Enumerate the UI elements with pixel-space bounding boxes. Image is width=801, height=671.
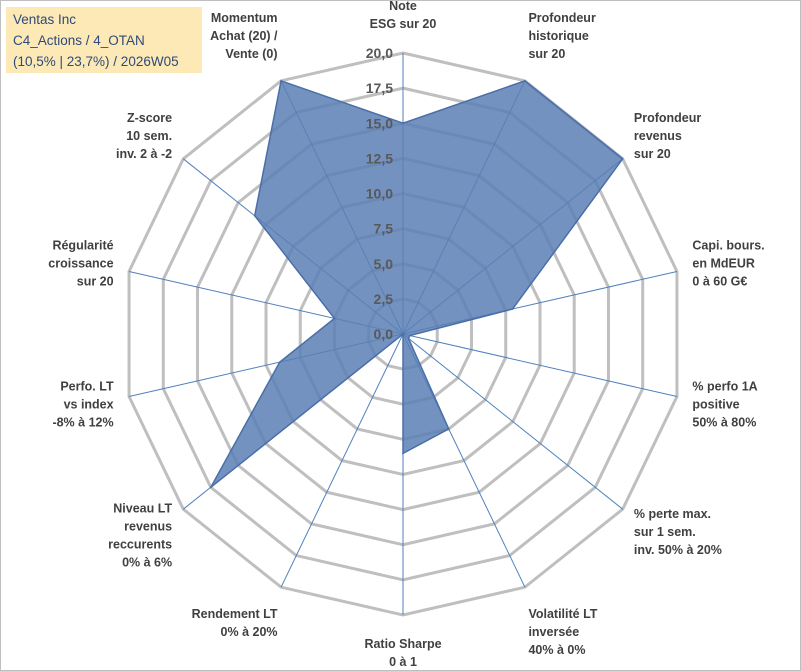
axis-label: Profondeur historique sur 20 [528,11,595,61]
axis-label-line: 50% à 80% [692,416,756,430]
axis-spoke [402,333,678,398]
axis-label-line: 0 à 1 [389,655,417,669]
axis-label-line: ESG sur 20 [370,17,437,31]
tick-label: 20,0 [366,45,393,61]
axis-label-line: % perte max. [634,507,711,521]
company-name: Ventas Inc [13,12,77,27]
axis-label: Ratio Sharpe 0 à 1 [364,637,441,669]
axis-label-line: % perfo 1A [692,380,757,394]
tick-label: 15,0 [366,115,393,131]
axis-label: Profondeur revenus sur 20 [634,111,701,161]
axis-label-line: inv. 50% à 20% [634,543,722,557]
axis-label-line: Niveau LT [113,501,172,515]
tick-label: 7,5 [374,221,394,237]
tick-label: 17,5 [366,80,393,96]
axis-label-line: en MdEUR [692,256,755,270]
data-point [409,334,411,337]
data-point [402,122,404,125]
data-point [402,333,404,335]
portfolio-label: C4_Actions / 4_OTAN [13,33,145,48]
data-point [333,317,336,320]
tick-label: 10,0 [366,186,393,202]
axis-label-line: Vente (0) [225,47,277,61]
axis-label-line: croissance [48,256,113,270]
axis-label-line: Profondeur [634,111,701,125]
series-area [210,79,624,488]
data-point [524,80,526,82]
axis-label-line: positive [692,398,739,412]
axis-label: Capi. bours. en MdEUR 0 à 60 G€ [692,238,764,288]
data-point [511,308,514,310]
axis-label: % perte max. sur 1 sem. inv. 50% à 20% [634,507,722,557]
axis-label-line: 10 sem. [126,129,172,143]
axis-label-line: 0% à 20% [221,625,278,639]
axis-label-line: Ratio Sharpe [364,637,441,651]
axis-label-line: vs index [64,398,114,412]
axis-label-line: sur 20 [634,147,671,161]
axis-label-line: Perfo. LT [60,380,114,394]
axis-label: Niveau LT revenus reccurents 0% à 6% [108,501,172,569]
data-point [402,452,404,455]
tick-label: 5,0 [374,256,394,272]
axis-label-line: -8% à 12% [52,416,113,430]
axis-label: Rendement LT 0% à 20% [192,607,278,639]
tick-label: 0,0 [374,326,394,342]
axis-label: Note ESG sur 20 [370,0,437,31]
axis-label-line: reccurents [108,537,172,551]
axis-label: % perfo 1A positive 50% à 80% [692,380,757,430]
axis-label-line: revenus [124,519,172,533]
data-point [447,428,450,430]
axis-label: Régularité croissance sur 20 [48,238,113,288]
axis-spoke [280,333,404,588]
data-point [253,214,256,217]
axis-label-line: sur 20 [528,47,565,61]
data-point [280,80,282,82]
axis-label-line: Momentum [211,11,278,25]
radar-tick-labels: 0,0 2,5 5,0 7,5 10,0 12,5 15,0 17,5 20,0 [366,45,393,342]
axis-label-line: Capi. bours. [692,238,764,252]
data-point [621,157,624,160]
axis-label-line: Volatilité LT [528,607,597,621]
data-point [209,486,212,489]
axis-label-line: 40% à 0% [528,643,585,657]
axis-label-line: sur 1 sem. [634,525,696,539]
radar-axis-labels: Note ESG sur 20 Profondeur historique sur 20… [48,0,764,669]
axis-label-line: Régularité [52,238,113,252]
axis-label-line: Profondeur [528,11,595,25]
data-point [278,361,281,363]
axis-label-line: sur 20 [77,274,114,288]
axis-label: Momentum Achat (20) / Vente (0) [210,11,278,61]
tick-label: 12,5 [366,150,393,166]
axis-label: Volatilité LT inversée 40% à 0% [528,607,597,657]
axis-label-line: Z-score [127,111,172,125]
axis-label-line: historique [528,29,588,43]
axis-label-line: Achat (20) / [210,29,278,43]
data-point [407,337,410,340]
axis-label-line: 0% à 6% [122,555,172,569]
axis-label-line: inv. 2 à -2 [116,147,172,161]
axis-label-line: inversée [528,625,579,639]
axis-label: Perfo. LT vs index -8% à 12% [52,380,114,430]
axis-label-line: Note [389,0,417,13]
tick-label: 2,5 [374,291,394,307]
info-box: Ventas Inc C4_Actions / 4_OTAN (10,5% | … [6,7,202,73]
axis-label-line: 0 à 60 G€ [692,274,747,288]
axis-spoke [402,333,624,510]
performance-label: (10,5% | 23,7%) / 2026W05 [13,54,179,69]
axis-label-line: revenus [634,129,682,143]
radar-series [209,79,624,489]
axis-label-line: Rendement LT [192,607,278,621]
axis-label: Z-score 10 sem. inv. 2 à -2 [116,111,172,161]
